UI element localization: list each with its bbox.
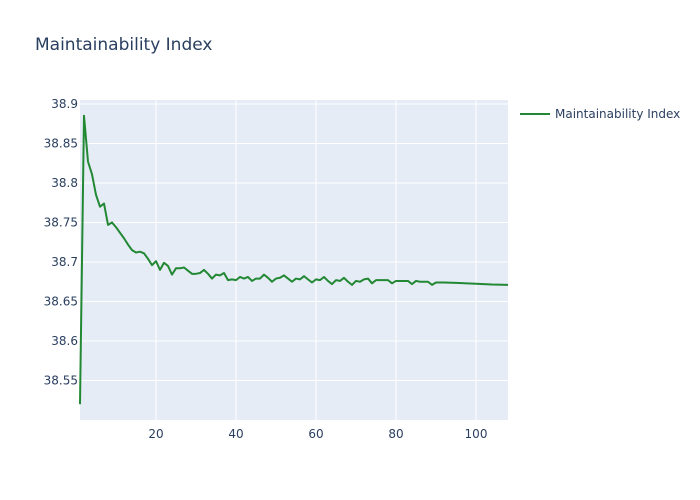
- x-tick-label: 20: [148, 427, 163, 441]
- x-tick-label: 40: [228, 427, 243, 441]
- legend-label: Maintainability Index: [555, 107, 680, 121]
- tick-labels: 38.55 38.6 38.65 38.7 38.75 38.8 38.85 38.9 20 40…: [44, 97, 488, 441]
- y-tick-label: 38.65: [44, 294, 78, 308]
- series-layer: [79, 114, 509, 405]
- x-tick-label: 100: [465, 427, 488, 441]
- chart-title: Maintainability Index: [35, 35, 212, 55]
- plot-background: [80, 100, 508, 420]
- y-tick-label: 38.75: [44, 215, 78, 229]
- y-tick-label: 38.85: [44, 136, 78, 150]
- legend-item[interactable]: Maintainability Index: [520, 107, 680, 121]
- x-tick-label: 60: [308, 427, 323, 441]
- grid: [80, 100, 508, 420]
- y-tick-label: 38.7: [51, 255, 78, 269]
- series-line[interactable]: [79, 114, 509, 405]
- legend[interactable]: Maintainability Index: [520, 107, 680, 121]
- y-tick-label: 38.6: [51, 334, 78, 348]
- y-tick-label: 38.9: [51, 97, 78, 111]
- y-tick-label: 38.55: [44, 373, 78, 387]
- y-tick-label: 38.8: [51, 176, 78, 190]
- x-tick-label: 80: [388, 427, 403, 441]
